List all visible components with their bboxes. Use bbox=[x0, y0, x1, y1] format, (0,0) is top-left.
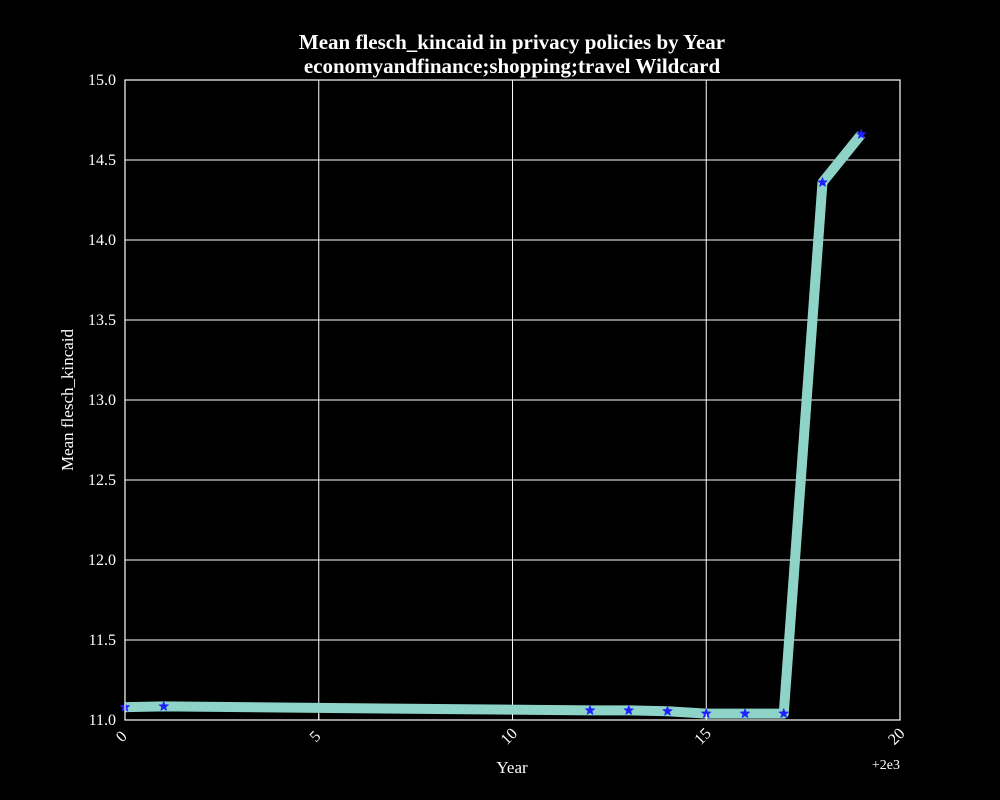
tick-layer: 0 5 10 15 2011.011.512.012.513.013.514.014.5… bbox=[88, 72, 908, 748]
y-tick-label: 11.0 bbox=[89, 712, 116, 729]
series-line bbox=[124, 131, 866, 719]
y-tick-label: 13.5 bbox=[88, 312, 116, 329]
chart-subtitle: economyandfinance;shopping;travel Wildca… bbox=[304, 54, 721, 78]
y-tick-label: 15.0 bbox=[88, 72, 116, 89]
x-axis-offset-label: +2e3 bbox=[872, 758, 900, 773]
data-point bbox=[623, 704, 635, 716]
data-point bbox=[158, 700, 170, 712]
data-point bbox=[584, 704, 596, 716]
data-point bbox=[855, 128, 867, 140]
y-tick-label: 12.5 bbox=[88, 472, 116, 489]
y-tick-label: 11.5 bbox=[89, 632, 116, 649]
data-point bbox=[661, 705, 674, 716]
y-tick-label: 14.5 bbox=[88, 152, 116, 169]
y-tick-label: 12.0 bbox=[88, 552, 116, 569]
data-point bbox=[739, 707, 751, 719]
x-axis-label: Year bbox=[496, 758, 528, 777]
y-tick-label: 14.0 bbox=[88, 232, 116, 249]
data-point bbox=[816, 176, 829, 188]
chart-title: Mean flesch_kincaid in privacy policies … bbox=[299, 30, 725, 54]
data-point bbox=[778, 707, 790, 719]
y-tick-label: 13.0 bbox=[88, 392, 116, 409]
y-axis-label: Mean flesch_kincaid bbox=[58, 328, 77, 471]
